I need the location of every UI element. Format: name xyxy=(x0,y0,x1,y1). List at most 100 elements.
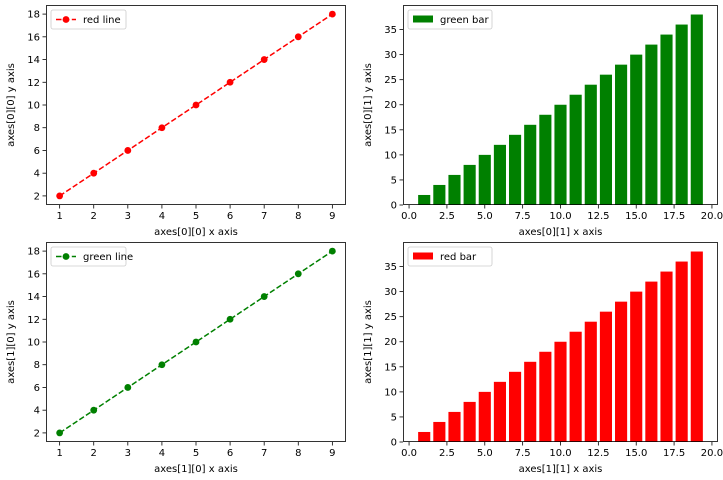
series-line xyxy=(59,13,333,197)
x-tick-label: 20.0 xyxy=(701,211,723,222)
y-tick-label: 30 xyxy=(384,50,397,61)
bar xyxy=(539,114,552,205)
bar xyxy=(645,281,658,442)
bar xyxy=(448,174,461,205)
y-axis: 0 5 10 15 20 25 30 35 xyxy=(384,262,403,449)
legend-box xyxy=(407,246,493,267)
bar xyxy=(660,34,673,205)
y-tick-label: 8 xyxy=(34,360,40,371)
data-point xyxy=(260,56,268,63)
legend-label: red line xyxy=(83,15,121,26)
x-axis-label: axes[1][1] x axis xyxy=(519,464,603,475)
plot-area xyxy=(56,247,336,437)
legend: green line xyxy=(50,246,133,267)
y-axis: 0 5 10 15 20 25 30 35 xyxy=(384,25,403,212)
y-tick-label: 2 xyxy=(34,428,40,439)
y-tick-label: 14 xyxy=(27,292,40,303)
data-point xyxy=(124,147,132,154)
y-axis-label: axes[1][1] y axis xyxy=(363,300,374,384)
legend-label: green bar xyxy=(440,15,490,26)
data-point xyxy=(158,361,166,369)
x-axis: 1 2 3 4 5 6 7 8 9 xyxy=(56,442,336,459)
bar xyxy=(493,144,506,205)
y-tick-label: 25 xyxy=(384,312,397,323)
legend-marker xyxy=(62,253,70,260)
x-axis: 0.0 2.5 5.0 7.5 10.0 12.5 15.0 17.5 20.0 xyxy=(401,205,723,222)
y-tick-label: 30 xyxy=(384,287,397,298)
x-tick-label: 20.0 xyxy=(701,448,723,459)
y-tick-label: 16 xyxy=(27,269,40,280)
axes-frame xyxy=(403,5,718,205)
bar xyxy=(509,134,522,205)
y-tick-label: 6 xyxy=(34,383,40,394)
y-tick-label: 25 xyxy=(384,75,397,86)
x-tick-label: 7.5 xyxy=(515,211,531,222)
bar xyxy=(554,104,567,205)
y-tick-label: 20 xyxy=(384,337,397,348)
bar xyxy=(463,401,476,442)
legend: red bar xyxy=(407,246,493,267)
x-axis: 0.0 2.5 5.0 7.5 10.0 12.5 15.0 17.5 20.0 xyxy=(401,442,723,459)
bar xyxy=(630,54,643,206)
legend-label: green line xyxy=(83,252,133,263)
y-axis: 2 4 6 8 10 12 14 16 18 xyxy=(27,10,46,202)
y-tick-label: 5 xyxy=(391,175,397,186)
x-tick-label: 0.0 xyxy=(401,211,417,222)
y-axis-label: axes[0][1] y axis xyxy=(363,63,374,147)
x-tick-label: 10.0 xyxy=(549,448,571,459)
x-tick-label: 15.0 xyxy=(625,211,647,222)
bar xyxy=(448,411,461,442)
x-tick-label: 3 xyxy=(125,448,131,459)
data-point xyxy=(124,384,132,391)
x-tick-label: 8 xyxy=(295,448,301,459)
y-tick-label: 5 xyxy=(391,412,397,423)
data-point xyxy=(90,169,98,177)
y-tick-label: 12 xyxy=(27,315,40,326)
x-tick-label: 15.0 xyxy=(625,448,647,459)
subplot-bottom-right: 0.0 2.5 5.0 7.5 10.0 12.5 15.0 17.5 20.0 0 5 10 15 20… xyxy=(363,242,723,475)
bar xyxy=(539,351,552,442)
bar xyxy=(599,311,612,442)
data-point xyxy=(56,192,64,200)
y-tick-label: 12 xyxy=(27,78,40,89)
series-line xyxy=(59,250,333,434)
x-tick-label: 17.5 xyxy=(663,211,685,222)
bar xyxy=(418,431,431,442)
x-tick-label: 4 xyxy=(159,211,165,222)
bar xyxy=(524,361,537,442)
y-axis-label: axes[1][0] y axis xyxy=(6,300,17,384)
x-axis-label: axes[0][0] x axis xyxy=(154,227,238,238)
x-tick-label: 12.5 xyxy=(587,448,609,459)
bar xyxy=(478,154,491,205)
legend: green bar xyxy=(407,9,493,30)
y-tick-label: 35 xyxy=(384,262,397,273)
y-tick-label: 16 xyxy=(27,32,40,43)
data-point xyxy=(328,247,336,255)
data-point xyxy=(226,315,234,323)
bar xyxy=(418,194,431,205)
bar xyxy=(630,291,643,442)
data-point xyxy=(294,33,302,41)
x-tick-label: 9 xyxy=(329,211,335,222)
y-tick-label: 15 xyxy=(384,362,397,373)
bar xyxy=(584,321,597,442)
x-tick-label: 2 xyxy=(91,211,97,222)
bar xyxy=(584,84,597,205)
x-tick-label: 7.5 xyxy=(515,448,531,459)
bar xyxy=(569,94,582,205)
data-point xyxy=(226,78,234,86)
bar xyxy=(690,14,703,205)
x-tick-label: 0.0 xyxy=(401,448,417,459)
x-axis-label: axes[0][1] x axis xyxy=(519,227,603,238)
x-tick-label: 2 xyxy=(91,448,97,459)
x-tick-label: 6 xyxy=(227,448,233,459)
y-tick-label: 6 xyxy=(34,146,40,157)
x-tick-label: 17.5 xyxy=(663,448,685,459)
bar xyxy=(675,261,688,442)
y-tick-label: 20 xyxy=(384,100,397,111)
x-tick-label: 1 xyxy=(56,211,62,222)
data-point xyxy=(90,406,98,414)
